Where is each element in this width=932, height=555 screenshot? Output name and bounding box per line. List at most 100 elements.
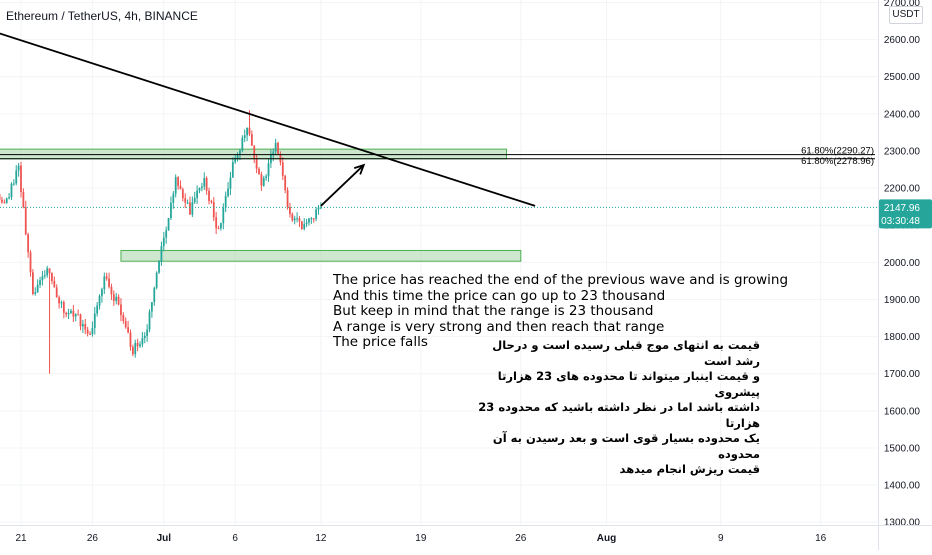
candle-up xyxy=(187,203,189,204)
candle-up xyxy=(220,223,222,228)
candle-down xyxy=(137,343,139,346)
candle-down xyxy=(282,162,284,176)
candle-up xyxy=(149,311,151,329)
candle-up xyxy=(15,170,17,183)
currency-unit-label[interactable]: USDT xyxy=(889,6,923,24)
candle-down xyxy=(256,158,258,169)
candle-down xyxy=(313,218,315,219)
candle-down xyxy=(77,314,79,315)
price-tick-label: 1900.00 xyxy=(884,295,921,306)
candle-up xyxy=(94,314,96,328)
candle-down xyxy=(284,176,286,190)
price-tick-label: 2000.00 xyxy=(884,258,921,269)
candle-down xyxy=(253,146,255,158)
candle-down xyxy=(130,332,132,346)
candle-down xyxy=(1,200,3,202)
candle-down xyxy=(63,302,65,313)
price-tick-label: 1600.00 xyxy=(884,406,921,417)
candle-up xyxy=(237,155,239,158)
candle-down xyxy=(65,313,67,315)
candle-up xyxy=(191,202,193,214)
candle-up xyxy=(315,209,317,218)
candle-down xyxy=(32,272,34,294)
candle-up xyxy=(61,302,63,303)
candle-down xyxy=(206,178,208,191)
candle-down xyxy=(122,315,124,321)
time-tick-label: 16 xyxy=(815,533,827,544)
price-tick-label: 1800.00 xyxy=(884,332,921,343)
candle-down xyxy=(177,177,179,186)
candle-up xyxy=(101,289,103,296)
candle-down xyxy=(258,169,260,175)
candle-down xyxy=(180,186,182,189)
candle-down xyxy=(289,207,291,214)
candle-up xyxy=(139,344,141,346)
chart-title: Ethereum / TetherUS, 4h, BINANCE xyxy=(6,9,198,23)
candle-up xyxy=(151,302,153,311)
candle-up xyxy=(13,183,15,184)
candle-down xyxy=(251,134,253,146)
candle-up xyxy=(303,224,305,229)
candle-up xyxy=(92,328,94,334)
candle-up xyxy=(232,162,234,177)
candle-up xyxy=(199,188,201,191)
candle-up xyxy=(153,288,155,302)
drawings: 61.80%(2290.27)61.80%(2278.96) xyxy=(0,17,878,207)
candle-down xyxy=(3,202,5,203)
candle-up xyxy=(175,177,177,194)
candle-up xyxy=(268,163,270,176)
time-tick-label: 21 xyxy=(15,533,27,544)
candle-up xyxy=(103,276,105,289)
bar-countdown: 03:30:48 xyxy=(881,216,920,227)
price-tick-label: 1500.00 xyxy=(884,443,921,454)
candle-down xyxy=(89,334,91,335)
price-tick-label: 2400.00 xyxy=(884,109,921,120)
persian-annotation: قیمت به انتهای موج قبلی رسیده است و درحا… xyxy=(470,338,760,478)
candle-up xyxy=(263,178,265,186)
candle-up xyxy=(6,198,8,203)
price-tick-label: 2600.00 xyxy=(884,35,921,46)
price-tick-label: 1300.00 xyxy=(884,518,921,529)
candle-down xyxy=(132,347,134,354)
candle-down xyxy=(211,201,213,202)
candle-up xyxy=(275,143,277,152)
candle-up xyxy=(194,198,196,202)
candle-up xyxy=(294,218,296,220)
zone-rectangle xyxy=(0,149,507,159)
candle-down xyxy=(249,128,251,134)
candle-down xyxy=(215,217,217,228)
candle-down xyxy=(113,294,115,301)
candle-down xyxy=(108,279,110,287)
time-tick-label: 6 xyxy=(232,533,238,544)
candle-down xyxy=(189,203,191,215)
time-tick-label: 9 xyxy=(718,533,724,544)
candle-down xyxy=(120,305,122,316)
candle-up xyxy=(34,292,36,294)
projection-arrow[interactable] xyxy=(321,165,364,206)
current-price-value: 2147.96 xyxy=(884,203,921,214)
candle-up xyxy=(158,262,160,273)
candle-up xyxy=(227,189,229,196)
price-tick-label: 2500.00 xyxy=(884,72,921,83)
candle-up xyxy=(241,138,243,151)
candle-up xyxy=(11,184,13,197)
candle-up xyxy=(244,135,246,138)
candle-up xyxy=(225,196,227,208)
zone-rectangle xyxy=(121,250,521,261)
candle-up xyxy=(156,273,158,288)
candle-up xyxy=(134,343,136,354)
candle-up xyxy=(37,285,39,292)
time-tick-label: 26 xyxy=(87,533,99,544)
trendline[interactable] xyxy=(0,17,535,206)
candle-down xyxy=(127,327,129,332)
candle-down xyxy=(72,311,74,317)
candle-down xyxy=(125,321,127,327)
candle-up xyxy=(70,311,72,313)
candle-down xyxy=(30,252,32,272)
candle-up xyxy=(75,314,77,316)
price-tick-label: 1400.00 xyxy=(884,481,921,492)
candle-up xyxy=(146,330,148,336)
price-axis[interactable]: 2700.002600.002500.002400.002300.002200.… xyxy=(878,0,932,550)
